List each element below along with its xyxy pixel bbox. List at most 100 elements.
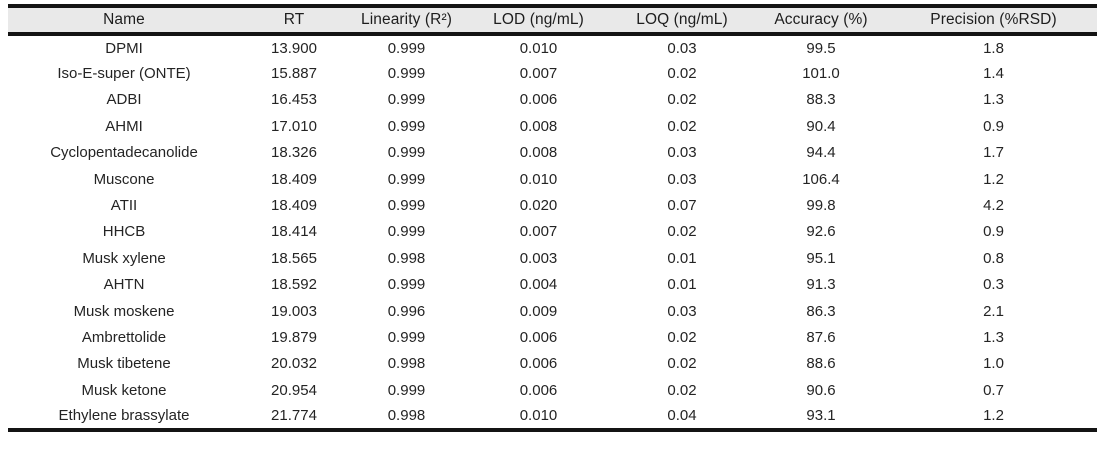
table-cell: 0.999 xyxy=(387,381,426,399)
table-cell: 1.8 xyxy=(983,39,1004,57)
table-cell: 0.009 xyxy=(519,302,558,320)
table-cell: 101.0 xyxy=(802,65,840,83)
table-cell: 0.999 xyxy=(387,276,426,294)
table-cell: 1.2 xyxy=(983,407,1004,425)
table-cell: 0.003 xyxy=(519,249,558,267)
table-cell: 91.3 xyxy=(806,276,836,294)
table-cell: 0.006 xyxy=(519,355,558,373)
table-cell: 0.020 xyxy=(519,197,558,215)
table-cell: 18.409 xyxy=(271,197,317,215)
table-cell: 1.4 xyxy=(983,65,1004,83)
table-cell: AHMI xyxy=(105,117,143,135)
column-header: LOD (ng/mL) xyxy=(465,6,612,36)
table-cell: 0.008 xyxy=(519,144,558,162)
table-row: Cyclopentadecanolide 18.326 0.999 0.008 0.03… xyxy=(8,140,1097,166)
table-cell: 0.03 xyxy=(667,170,697,188)
table-header: Name RT Linearity (R²) LOD (ng/mL) LOQ (ng/m… xyxy=(8,6,1097,36)
table-cell: 0.010 xyxy=(519,170,558,188)
table-cell: 19.003 xyxy=(271,302,317,320)
table-cell: 0.3 xyxy=(983,276,1004,294)
table-cell: 0.02 xyxy=(667,355,697,373)
table-row: Ethylene brassylate 21.774 0.998 0.010 0.04 9… xyxy=(8,403,1097,429)
table-row: Musk xylene 18.565 0.998 0.003 0.01 95.1 0.8 xyxy=(8,245,1097,271)
table-row: DPMI 13.900 0.999 0.010 0.03 99.5 1.8 xyxy=(8,34,1097,60)
page: Name RT Linearity (R²) LOD (ng/mL) LOQ (ng/m… xyxy=(8,4,1097,432)
table-cell: DPMI xyxy=(105,39,143,57)
table-cell: 0.02 xyxy=(667,65,697,83)
table-cell: 0.999 xyxy=(387,144,426,162)
table-cell: 106.4 xyxy=(802,170,840,188)
table-cell: 0.999 xyxy=(387,328,426,346)
table-cell: AHTN xyxy=(103,276,145,294)
table-cell: 0.02 xyxy=(667,91,697,109)
table-cell: 0.999 xyxy=(387,223,426,241)
table-cell: 0.006 xyxy=(519,328,558,346)
method-validation-table: Name RT Linearity (R²) LOD (ng/mL) LOQ (ng/m… xyxy=(8,4,1097,432)
table-cell: 18.414 xyxy=(271,223,317,241)
table-row: Iso-E-super (ONTE) 15.887 0.999 0.007 0.02 10… xyxy=(8,60,1097,86)
table-cell: Musk xylene xyxy=(82,249,166,267)
table-cell: 16.453 xyxy=(271,91,317,109)
table-cell: 99.8 xyxy=(806,197,836,215)
column-header: Name xyxy=(8,6,240,36)
table-cell: 19.879 xyxy=(271,328,317,346)
column-header: Accuracy (%) xyxy=(752,6,890,36)
table-cell: 15.887 xyxy=(271,65,317,83)
column-header: LOQ (ng/mL) xyxy=(612,6,752,36)
table-header-row: Name RT Linearity (R²) LOD (ng/mL) LOQ (ng/m… xyxy=(8,6,1097,36)
table-row: ADBI 16.453 0.999 0.006 0.02 88.3 1.3 xyxy=(8,87,1097,113)
table-body: DPMI 13.900 0.999 0.010 0.03 99.5 1.8 Iso-E-sup… xyxy=(8,34,1097,430)
table-cell: Cyclopentadecanolide xyxy=(50,144,198,162)
table-cell: 0.999 xyxy=(387,117,426,135)
table-cell: 0.02 xyxy=(667,223,697,241)
table-cell: 0.999 xyxy=(387,197,426,215)
table-cell: Ethylene brassylate xyxy=(58,407,190,425)
table-cell: 0.03 xyxy=(667,144,697,162)
table-cell: 88.6 xyxy=(806,355,836,373)
table-cell: 0.999 xyxy=(387,170,426,188)
table-cell: 0.02 xyxy=(667,328,697,346)
table-cell: 18.565 xyxy=(271,249,317,267)
table-row: Ambrettolide 19.879 0.999 0.006 0.02 87.6 1.3 xyxy=(8,324,1097,350)
table-cell: 0.008 xyxy=(519,117,558,135)
table-cell: 18.326 xyxy=(271,144,317,162)
table-cell: 0.998 xyxy=(387,249,426,267)
table-row: Musk moskene 19.003 0.996 0.009 0.03 86.3 2.1 xyxy=(8,298,1097,324)
table-cell: ATII xyxy=(110,197,138,215)
table-cell: 1.0 xyxy=(983,355,1004,373)
table-row: AHTN 18.592 0.999 0.004 0.01 91.3 0.3 xyxy=(8,272,1097,298)
table-cell: 0.7 xyxy=(983,381,1004,399)
table-row: Musk ketone 20.954 0.999 0.006 0.02 90.6 0.7 xyxy=(8,377,1097,403)
table-row: ATII 18.409 0.999 0.020 0.07 99.8 4.2 xyxy=(8,192,1097,218)
table-cell: 20.032 xyxy=(271,355,317,373)
table-cell: 92.6 xyxy=(806,223,836,241)
table-cell: 86.3 xyxy=(806,302,836,320)
table-cell: 0.01 xyxy=(667,249,697,267)
table-cell: 0.006 xyxy=(519,91,558,109)
table-cell: 0.9 xyxy=(983,117,1004,135)
table-cell: 0.998 xyxy=(387,407,426,425)
table-cell: 0.02 xyxy=(667,117,697,135)
table-cell: 20.954 xyxy=(271,381,317,399)
table-cell: 0.010 xyxy=(519,407,558,425)
table-cell: 93.1 xyxy=(806,407,836,425)
table-cell: Musk ketone xyxy=(81,381,167,399)
table-cell: 0.9 xyxy=(983,223,1004,241)
table-cell: Ambrettolide xyxy=(81,328,167,346)
table-cell: 0.006 xyxy=(519,381,558,399)
table-cell: Muscone xyxy=(93,170,155,188)
table-cell: 0.996 xyxy=(387,302,426,320)
table-cell: 0.07 xyxy=(667,197,697,215)
table-cell: 0.999 xyxy=(387,91,426,109)
table-row: Muscone 18.409 0.999 0.010 0.03 106.4 1.2 xyxy=(8,166,1097,192)
table-row: AHMI 17.010 0.999 0.008 0.02 90.4 0.9 xyxy=(8,113,1097,139)
table-cell: Iso-E-super (ONTE) xyxy=(57,65,191,83)
table-cell: 0.03 xyxy=(667,39,697,57)
column-header: Precision (%RSD) xyxy=(890,6,1097,36)
table-cell: 21.774 xyxy=(271,407,317,425)
column-header: Linearity (R²) xyxy=(348,6,465,36)
table-cell: 13.900 xyxy=(271,39,317,57)
table-cell: 0.01 xyxy=(667,276,697,294)
table-cell: 0.04 xyxy=(667,407,697,425)
table-cell: 1.3 xyxy=(983,91,1004,109)
